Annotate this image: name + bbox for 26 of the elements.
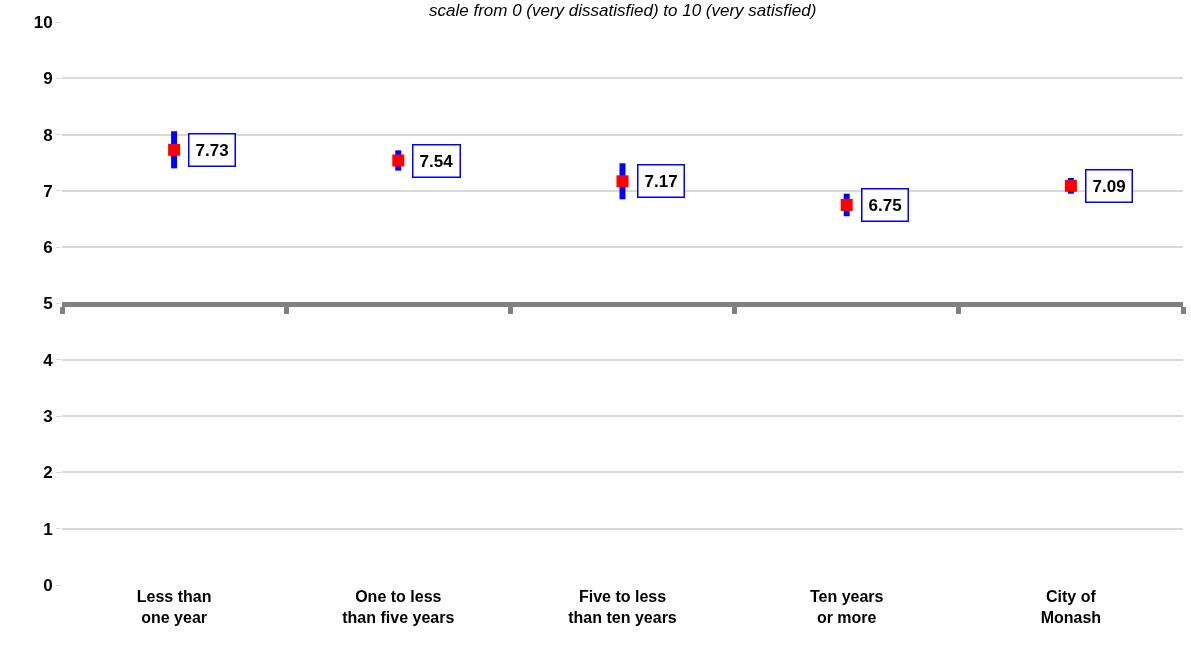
- x-tick-label: City of Monash: [1040, 588, 1102, 626]
- data-label: 7.73: [195, 140, 229, 160]
- x-tick-label: Ten years or more: [809, 588, 884, 626]
- chart-subtitle: scale from 0 (very dissatisfied) to 10 (very satisfied): [429, 1, 817, 20]
- y-tick-label: 0: [43, 575, 53, 595]
- x-tick-label: Less than one year: [136, 588, 212, 626]
- y-tick-label: 10: [33, 12, 53, 32]
- y-tick-label: 3: [43, 407, 53, 427]
- y-tick-label: 4: [43, 350, 54, 370]
- data-label: 7.09: [1092, 176, 1126, 196]
- y-tick-label: 2: [43, 463, 53, 483]
- y-tick-label: 9: [43, 69, 53, 89]
- y-tick-label: 7: [43, 181, 53, 201]
- point: [840, 198, 853, 211]
- data-label: 7.17: [644, 171, 678, 191]
- y-tick-label: 8: [43, 125, 53, 145]
- y-tick-label: 1: [43, 519, 53, 539]
- x-tick-label: One to less than five years: [342, 588, 455, 626]
- y-tick-label: 6: [43, 238, 53, 258]
- y-tick-label: 5: [43, 294, 53, 314]
- data-label: 6.75: [868, 195, 902, 215]
- point: [616, 175, 629, 188]
- point: [392, 154, 405, 167]
- point: [168, 143, 181, 156]
- data-label: 7.54: [419, 151, 454, 171]
- x-tick-label: Five to less than ten years: [568, 588, 677, 626]
